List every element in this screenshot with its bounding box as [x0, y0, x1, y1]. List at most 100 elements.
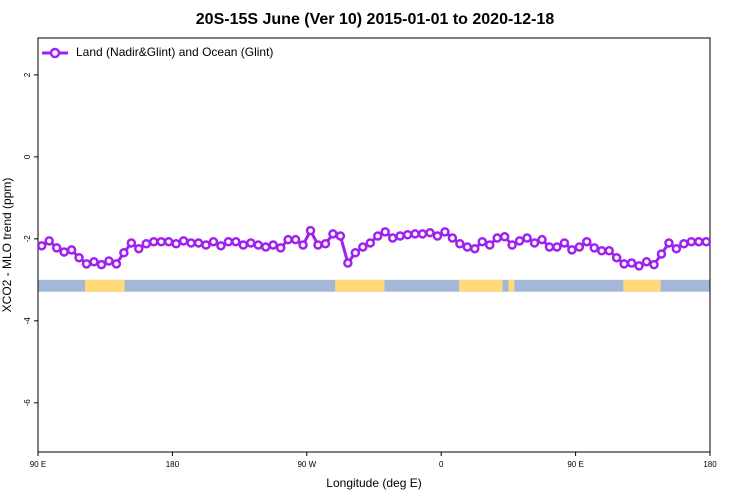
x-tick-label: 90 W [297, 460, 316, 469]
data-point [66, 245, 77, 255]
data-point [74, 252, 84, 263]
data-point [417, 229, 428, 239]
data-point [51, 243, 62, 253]
land-segment [459, 279, 503, 292]
x-tick-label: 0 [439, 460, 444, 469]
data-point [484, 240, 495, 250]
data-point [671, 243, 682, 254]
data-point [201, 240, 211, 250]
data-point [141, 239, 152, 249]
data-point [664, 238, 674, 248]
data-point [178, 236, 189, 246]
data-point [492, 233, 502, 243]
data-point [365, 238, 376, 248]
data-point [567, 245, 577, 255]
x-tick-label: 180 [166, 460, 180, 469]
data-point [582, 236, 592, 247]
y-tick-label: 0 [23, 154, 32, 159]
x-tick-label: 180 [703, 460, 717, 469]
data-point [238, 240, 249, 250]
data-point [275, 243, 286, 253]
data-point [395, 231, 405, 241]
y-axis-label: XCO2 - MLO trend (ppm) [0, 178, 14, 313]
data-point [148, 236, 159, 247]
data-point [283, 234, 293, 245]
data-point [298, 240, 308, 250]
data-point [470, 243, 480, 254]
data-point [36, 241, 47, 251]
legend-label: Land (Nadir&Glint) and Ocean (Glint) [76, 45, 273, 59]
data-point [89, 257, 99, 267]
y-tick-label: -6 [23, 399, 32, 407]
data-point [290, 234, 301, 245]
data-point [447, 233, 458, 243]
data-point [425, 227, 435, 238]
data-point [246, 238, 256, 248]
data-point [59, 247, 69, 257]
data-point [694, 236, 704, 247]
data-point [119, 248, 129, 258]
data-point [559, 238, 570, 248]
data-point [679, 239, 689, 249]
data-point [216, 241, 226, 251]
data-point [358, 242, 368, 252]
y-tick-label: 2 [23, 72, 32, 77]
y-tick-label: -2 [23, 235, 32, 243]
data-point [328, 229, 338, 239]
data-point [268, 240, 278, 250]
data-point [544, 242, 555, 252]
data-point [387, 233, 398, 243]
data-point [574, 242, 585, 252]
data-point [686, 236, 697, 247]
data-point [499, 232, 510, 242]
data-point [305, 225, 316, 236]
data-point [455, 239, 465, 249]
data-point [380, 227, 390, 237]
x-axis-label: Longitude (deg E) [326, 476, 421, 490]
data-point [335, 231, 346, 241]
data-point [320, 239, 331, 249]
data-point [343, 258, 353, 268]
data-point [253, 240, 264, 250]
data-point [649, 259, 659, 270]
data-point [96, 259, 107, 270]
data-point [529, 238, 540, 248]
x-tick-label: 90 E [30, 460, 46, 469]
y-tick-label: -4 [23, 317, 32, 325]
data-point [223, 236, 234, 247]
data-point [156, 236, 166, 247]
data-point [186, 238, 196, 248]
data-point [402, 230, 413, 240]
data-point [589, 243, 600, 253]
data-point [81, 259, 92, 269]
data-point [641, 257, 652, 267]
legend-marker [49, 47, 61, 59]
data-point [462, 242, 473, 252]
data-point [619, 259, 629, 269]
data-point [701, 236, 712, 247]
data-point [514, 236, 525, 246]
data-point [477, 236, 488, 247]
data-point [440, 227, 450, 237]
data-point [104, 256, 114, 266]
data-point [111, 259, 122, 269]
data-point [596, 245, 607, 256]
data-point [313, 240, 323, 250]
data-point [350, 248, 361, 258]
data-point [522, 233, 532, 243]
data-point [231, 236, 241, 247]
data-point [626, 258, 637, 268]
data-point [44, 236, 54, 246]
chart-title: 20S-15S June (Ver 10) 2015-01-01 to 2020… [196, 11, 555, 28]
data-point [410, 229, 420, 239]
data-point [507, 240, 517, 250]
data-point [134, 243, 144, 254]
data-point [552, 242, 562, 252]
land-segment [508, 279, 515, 292]
data-point [260, 242, 271, 252]
data-point [171, 239, 181, 249]
data-point [656, 249, 667, 259]
land-segment [335, 279, 385, 292]
data-point [537, 234, 547, 245]
